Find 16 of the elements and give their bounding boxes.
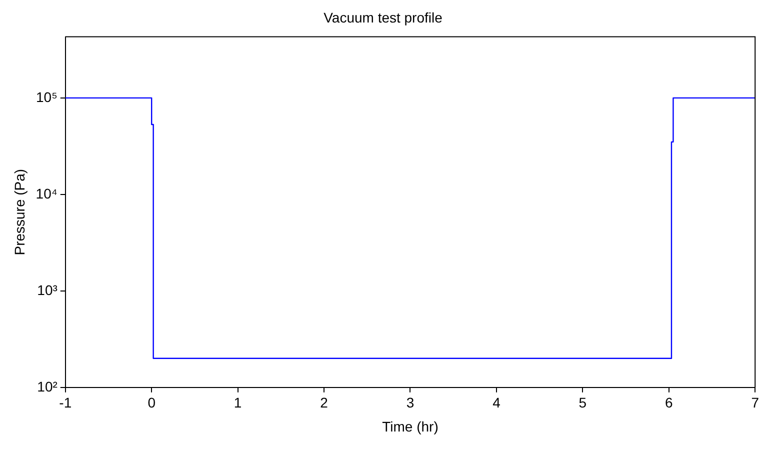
y-tick-label: 10³ — [37, 282, 58, 298]
x-tick-label: 4 — [492, 394, 501, 411]
y-tick-label: 10⁵ — [36, 88, 58, 105]
x-tick-label: 0 — [148, 394, 156, 411]
x-tick-label: 1 — [234, 394, 242, 411]
x-tick-label: 5 — [578, 394, 587, 411]
x-tick-label: 7 — [751, 394, 760, 411]
y-axis-title: Pressure (Pa) — [11, 168, 28, 256]
y-tick-label: 10⁴ — [36, 185, 58, 202]
x-tick-label: 3 — [406, 394, 414, 411]
y-tick-label: 10² — [37, 378, 58, 394]
x-tick-label: 2 — [320, 394, 328, 411]
chart-title: Vacuum test profile — [324, 9, 443, 26]
x-axis-title: Time (hr) — [382, 418, 438, 434]
x-tick-label: -1 — [59, 394, 72, 411]
x-tick-label: 6 — [664, 394, 673, 411]
